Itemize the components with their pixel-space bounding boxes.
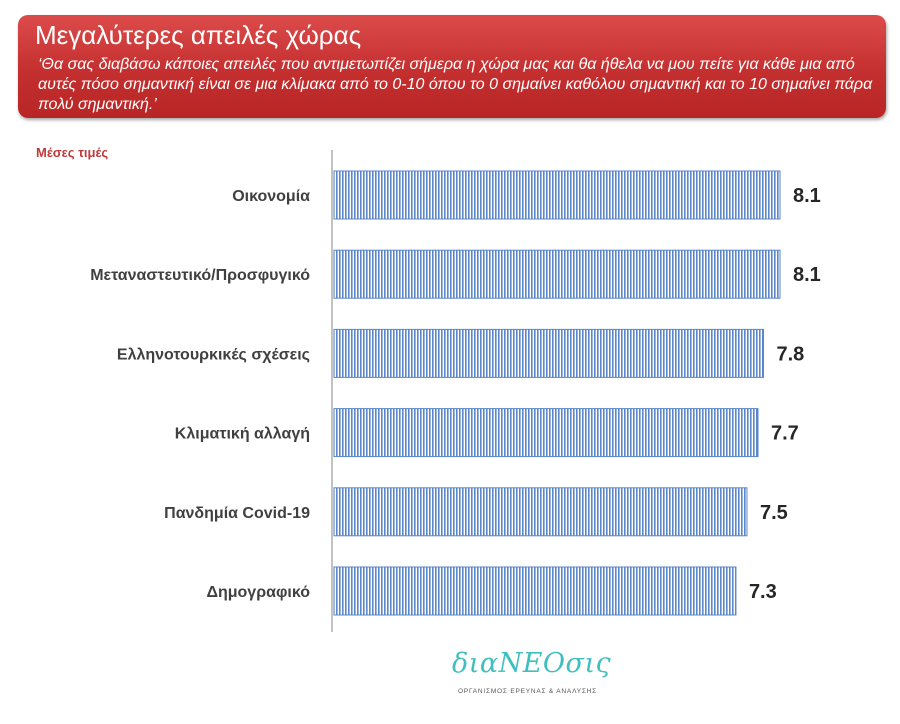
category-label-3: Κλιματική αλλαγή — [175, 426, 310, 443]
dianeosis-logo: διαΝΕΟσις ΟΡΓΑΝΙΣΜΟΣ ΕΡΕΥΝΑΣ & ΑΝΑΛΥΣΗΣ — [452, 648, 612, 698]
value-label-0: 8.1 — [793, 185, 821, 207]
logo-wordmark: διαΝΕΟσις — [452, 648, 612, 679]
chart-title: Μεγαλύτερες απειλές χώρας — [35, 20, 362, 50]
survey-question: ‘Θα σας διαβάσω κάποιες απειλές που αντι… — [38, 56, 873, 113]
category-label-4: Πανδημία Covid-19 — [164, 505, 310, 522]
header-banner: Μεγαλύτερες απειλές χώρας ‘Θα σας διαβάσ… — [18, 15, 886, 118]
bar-2 — [333, 328, 764, 378]
bar-0 — [333, 170, 781, 220]
bar-chart: Οικονομία 8.1 Μεταναστευτικό/Προσφυγικό 8.1… — [90, 150, 821, 632]
value-label-2: 7.8 — [776, 343, 804, 365]
chart-subtitle: Μέσες τιμές — [36, 145, 109, 160]
category-label-5: Δημογραφικό — [206, 584, 310, 601]
bar-3 — [333, 408, 759, 458]
value-label-3: 7.7 — [771, 423, 799, 445]
category-label-1: Μεταναστευτικό/Προσφυγικό — [90, 267, 310, 284]
bar-5 — [333, 566, 737, 616]
value-label-1: 8.1 — [793, 264, 821, 286]
value-label-4: 7.5 — [760, 502, 788, 524]
category-label-0: Οικονομία — [232, 188, 310, 205]
logo-tagline: ΟΡΓΑΝΙΣΜΟΣ ΕΡΕΥΝΑΣ & ΑΝΑΛΥΣΗΣ — [458, 688, 597, 695]
bar-4 — [333, 487, 748, 537]
category-label-2: Ελληνοτουρκικές σχέσεις — [117, 346, 310, 363]
value-label-5: 7.3 — [749, 581, 777, 603]
bar-1 — [333, 249, 781, 299]
